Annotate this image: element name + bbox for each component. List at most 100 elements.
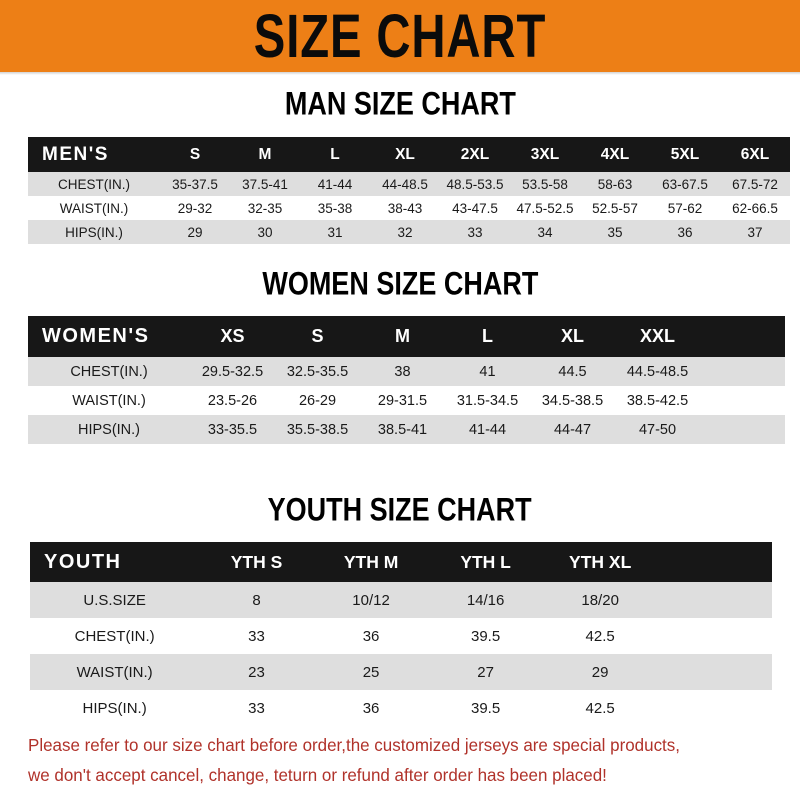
table-row: HIPS(IN.) 33 36 39.5 42.5 — [30, 690, 772, 726]
table-cell: 23.5-26 — [190, 386, 275, 415]
women-header-row: WOMEN'S XS S M L XL XXL — [28, 316, 785, 357]
women-row-label-2: WAIST(IN.) — [28, 386, 190, 415]
women-row-label-3: HIPS(IN.) — [28, 415, 190, 444]
table-cell-spacer — [700, 386, 785, 415]
table-cell: 33 — [199, 690, 314, 726]
men-size-header-9: 6XL — [720, 137, 790, 172]
table-cell: 37 — [720, 220, 790, 244]
page-banner: SIZE CHART — [0, 0, 800, 72]
men-size-header-7: 4XL — [580, 137, 650, 172]
table-row: CHEST(IN.) 29.5-32.5 32.5-35.5 38 41 44.5 44.5… — [28, 357, 785, 386]
youth-size-header-4: YTH XL — [542, 542, 658, 582]
table-cell: 44.5-48.5 — [615, 357, 700, 386]
table-cell: 38 — [360, 357, 445, 386]
table-cell: 39.5 — [428, 690, 543, 726]
table-cell: 32.5-35.5 — [275, 357, 360, 386]
men-table-body: MEN'S S M L XL 2XL 3XL 4XL 5XL 6XL CHEST(IN.) 35-37… — [28, 137, 790, 244]
table-cell: 43-47.5 — [440, 196, 510, 220]
table-cell: 10/12 — [313, 582, 429, 618]
table-cell: 36 — [313, 618, 429, 654]
men-row-label-3: HIPS(IN.) — [28, 220, 160, 244]
table-cell: 35-37.5 — [160, 172, 230, 196]
men-row-label-1: CHEST(IN.) — [28, 172, 160, 196]
men-size-header-4: XL — [370, 137, 440, 172]
table-row: WAIST(IN.) 29-32 32-35 35-38 38-43 43-47.5 47.… — [28, 196, 790, 220]
table-row: CHEST(IN.) 33 36 39.5 42.5 — [30, 618, 772, 654]
footer-disclaimer: Please refer to our size chart before or… — [28, 730, 788, 790]
table-cell: 63-67.5 — [650, 172, 720, 196]
women-section-title-text: WOMEN SIZE CHART — [262, 266, 538, 303]
youth-header-row: YOUTH YTH S YTH M YTH L YTH XL — [30, 542, 772, 582]
table-cell: 67.5-72 — [720, 172, 790, 196]
table-cell: 35.5-38.5 — [275, 415, 360, 444]
table-cell: 62-66.5 — [720, 196, 790, 220]
youth-size-header-1: YTH S — [199, 542, 314, 582]
men-size-header-2: M — [230, 137, 300, 172]
youth-row-label-4: HIPS(IN.) — [30, 690, 200, 726]
banner-shadow — [0, 72, 800, 75]
table-cell: 34.5-38.5 — [530, 386, 615, 415]
women-section-title: WOMEN SIZE CHART — [0, 266, 800, 303]
table-cell: 29 — [160, 220, 230, 244]
table-cell: 58-63 — [580, 172, 650, 196]
table-cell: 39.5 — [428, 618, 543, 654]
table-row: U.S.SIZE 8 10/12 14/16 18/20 — [30, 582, 772, 618]
youth-table-body: YOUTH YTH S YTH M YTH L YTH XL U.S.SIZE 8 10/12… — [30, 542, 772, 726]
men-size-table: MEN'S S M L XL 2XL 3XL 4XL 5XL 6XL CHEST(IN.) 35-37… — [28, 137, 790, 244]
men-section-title: MAN SIZE CHART — [0, 87, 800, 123]
table-cell: 33-35.5 — [190, 415, 275, 444]
table-cell: 26-29 — [275, 386, 360, 415]
women-size-header-6: XXL — [615, 316, 700, 357]
youth-section-title-text: YOUTH SIZE CHART — [267, 492, 533, 529]
table-row: CHEST(IN.) 35-37.5 37.5-41 41-44 44-48.5 48.5… — [28, 172, 790, 196]
women-size-header-3: M — [360, 316, 445, 357]
table-cell: 33 — [199, 618, 314, 654]
table-cell: 41 — [445, 357, 530, 386]
table-cell: 38-43 — [370, 196, 440, 220]
table-cell: 44.5 — [530, 357, 615, 386]
youth-row-label-2: CHEST(IN.) — [30, 618, 200, 654]
table-cell: 44-47 — [530, 415, 615, 444]
table-cell: 35 — [580, 220, 650, 244]
women-size-header-5: XL — [530, 316, 615, 357]
men-header-row: MEN'S S M L XL 2XL 3XL 4XL 5XL 6XL — [28, 137, 790, 172]
table-cell-spacer — [700, 357, 785, 386]
youth-header-spacer — [657, 542, 772, 582]
table-cell: 47.5-52.5 — [510, 196, 580, 220]
table-cell: 52.5-57 — [580, 196, 650, 220]
table-row: WAIST(IN.) 23 25 27 29 — [30, 654, 772, 690]
men-size-header-3: L — [300, 137, 370, 172]
table-cell: 36 — [313, 690, 429, 726]
footer-line-2: we don't accept cancel, change, teturn o… — [28, 765, 607, 785]
page-title: SIZE CHART — [253, 0, 547, 71]
table-cell-spacer — [657, 582, 772, 618]
table-cell: 33 — [440, 220, 510, 244]
footer-line-1: Please refer to our size chart before or… — [28, 735, 680, 755]
men-row-label-2: WAIST(IN.) — [28, 196, 160, 220]
youth-size-header-2: YTH M — [313, 542, 429, 582]
table-cell: 30 — [230, 220, 300, 244]
youth-header-label: YOUTH — [30, 542, 200, 582]
table-cell: 29-31.5 — [360, 386, 445, 415]
table-cell: 29.5-32.5 — [190, 357, 275, 386]
youth-section-title: YOUTH SIZE CHART — [0, 492, 800, 529]
women-row-label-1: CHEST(IN.) — [28, 357, 190, 386]
table-cell: 42.5 — [542, 690, 658, 726]
youth-row-label-1: U.S.SIZE — [30, 582, 200, 618]
table-cell: 42.5 — [542, 618, 658, 654]
table-cell-spacer — [657, 618, 772, 654]
youth-size-table: YOUTH YTH S YTH M YTH L YTH XL U.S.SIZE 8 10/12… — [30, 542, 772, 726]
table-row: WAIST(IN.) 23.5-26 26-29 29-31.5 31.5-34.5 34… — [28, 386, 785, 415]
women-table-body: WOMEN'S XS S M L XL XXL CHEST(IN.) 29.5-32.5 32.5… — [28, 316, 785, 444]
table-cell: 25 — [313, 654, 429, 690]
youth-size-header-3: YTH L — [428, 542, 543, 582]
men-size-header-5: 2XL — [440, 137, 510, 172]
men-header-label: MEN'S — [28, 137, 160, 172]
table-cell: 37.5-41 — [230, 172, 300, 196]
table-cell-spacer — [700, 415, 785, 444]
women-header-label: WOMEN'S — [28, 316, 190, 357]
table-cell: 29 — [542, 654, 658, 690]
table-cell: 34 — [510, 220, 580, 244]
table-cell: 38.5-41 — [360, 415, 445, 444]
